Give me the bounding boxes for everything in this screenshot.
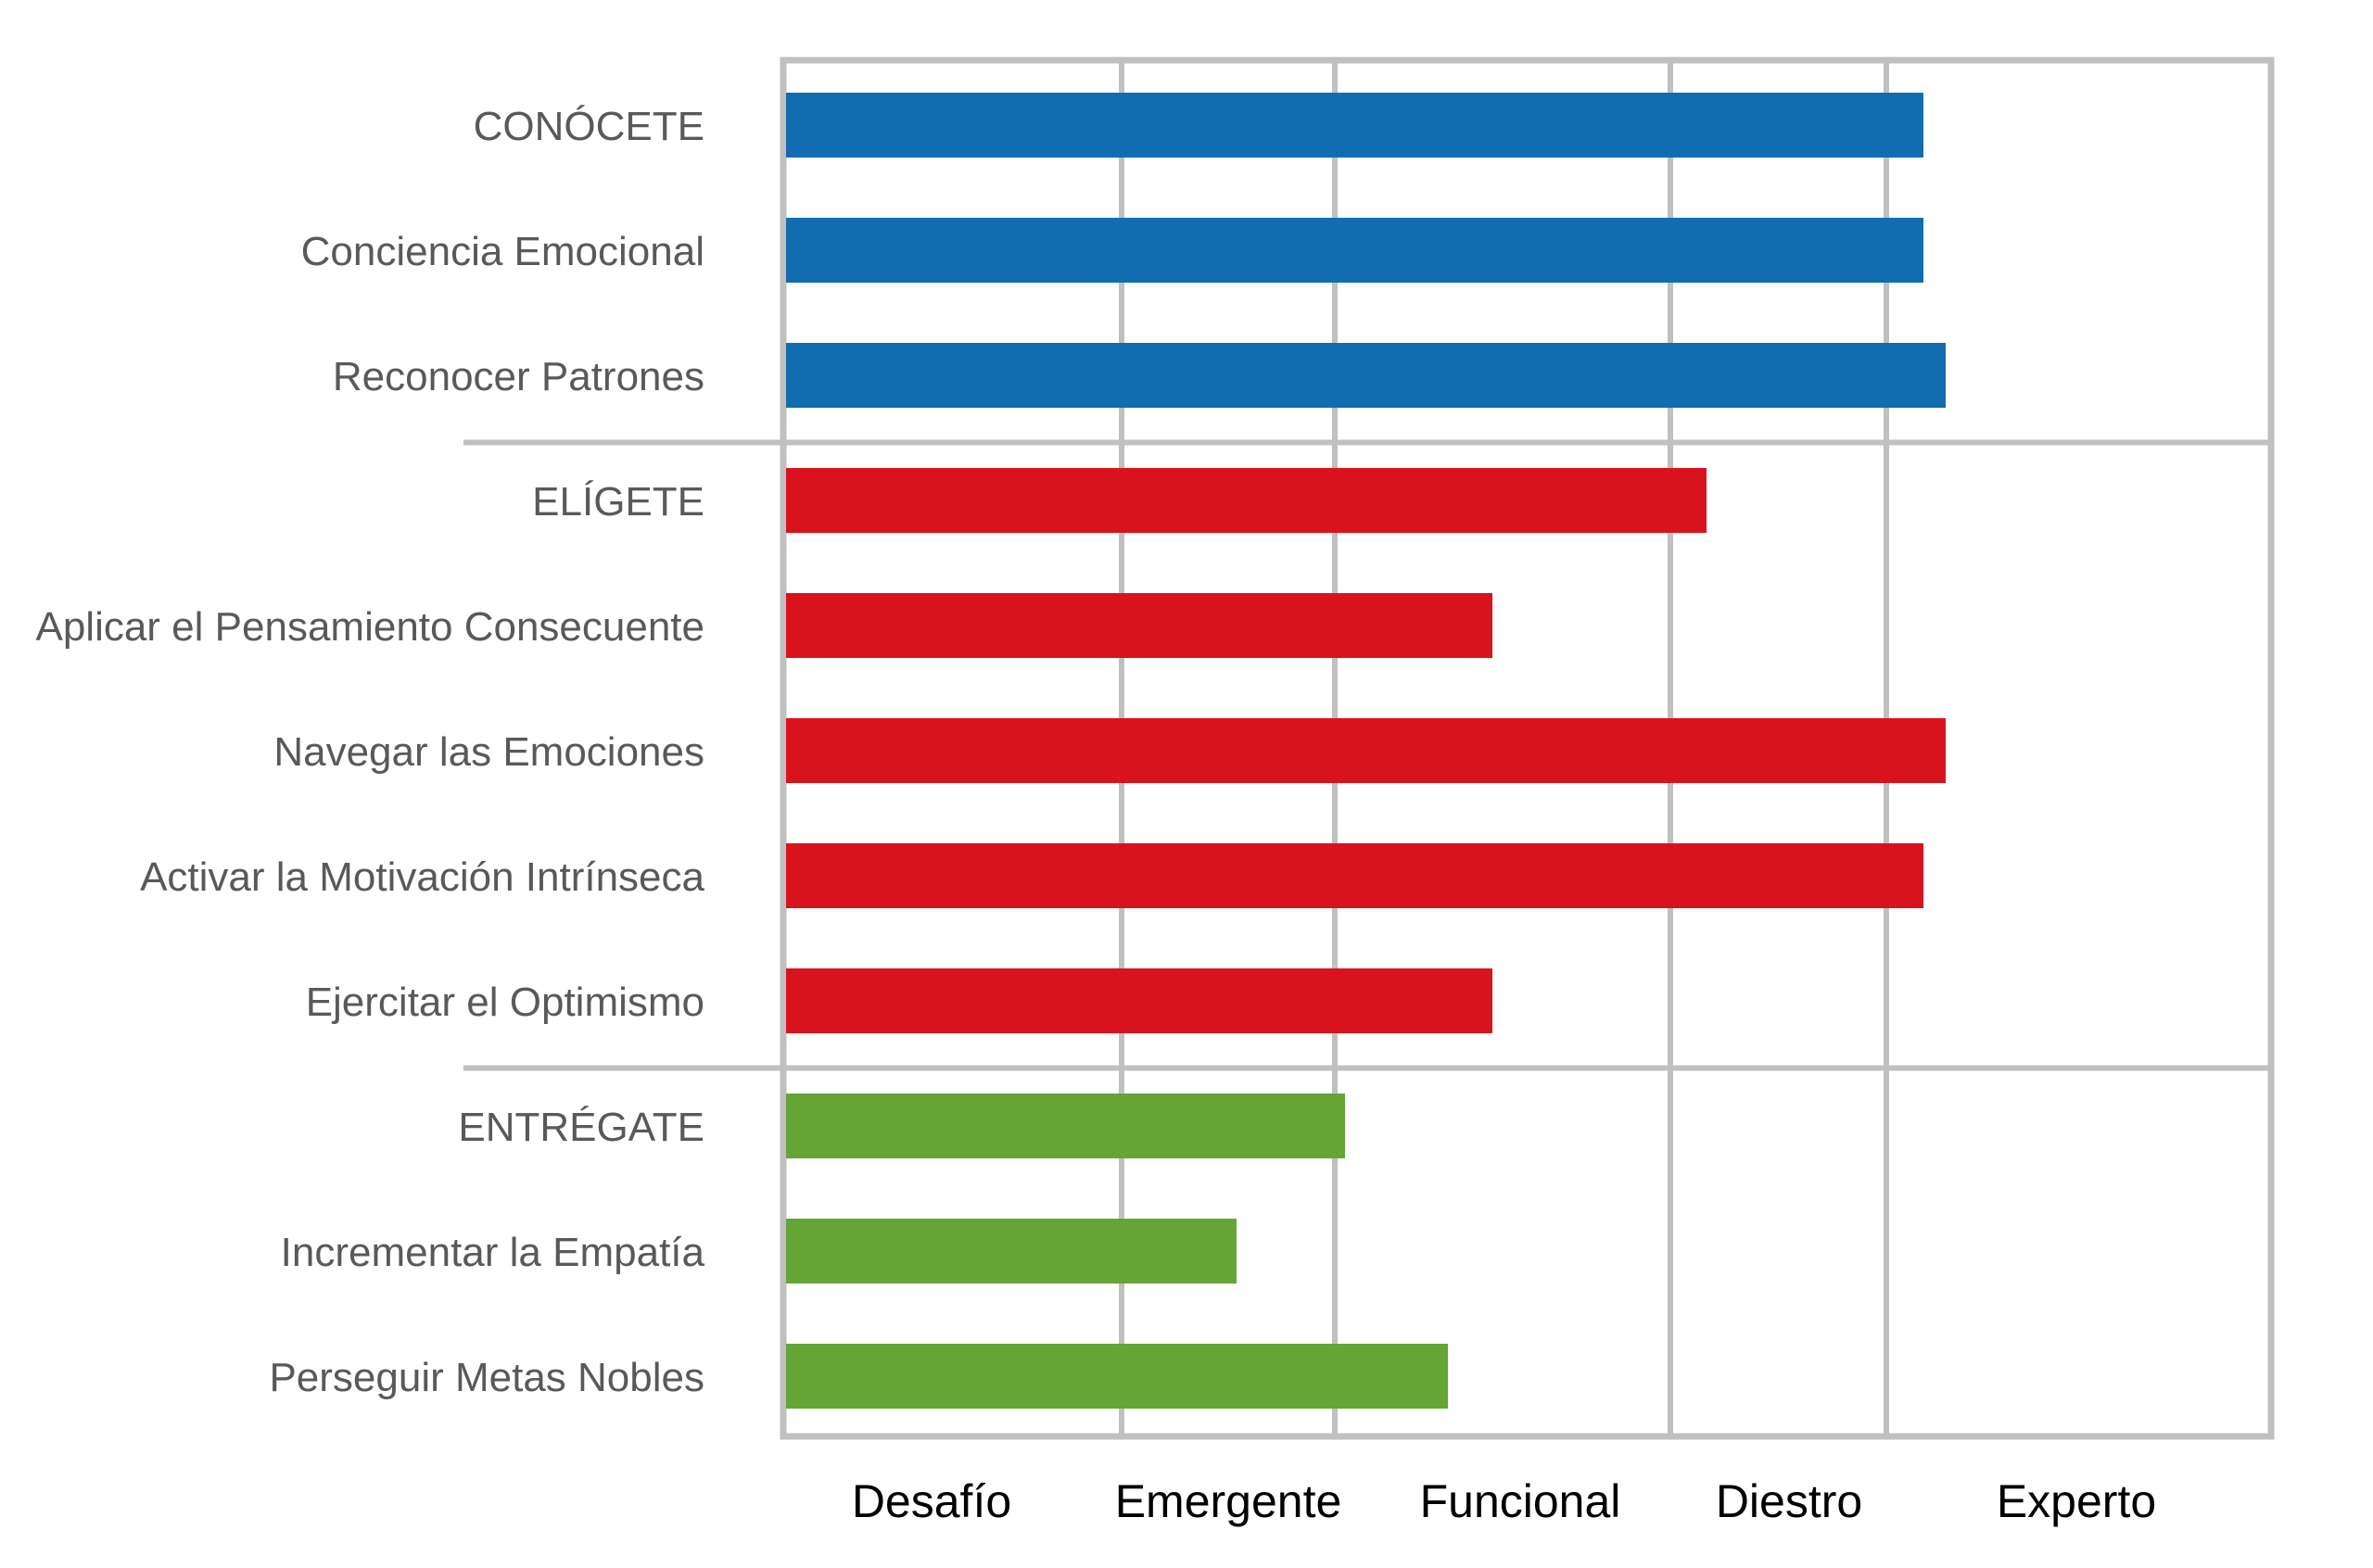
bar xyxy=(786,718,1946,783)
bar xyxy=(786,343,1946,408)
level-label: Diestro xyxy=(1716,1475,1862,1527)
level-label: Experto xyxy=(1997,1475,2156,1527)
bar xyxy=(786,468,1707,533)
category-label: Aplicar el Pensamiento Consecuente xyxy=(35,604,704,650)
level-label: Funcional xyxy=(1420,1475,1621,1527)
chart-grid xyxy=(463,57,2275,1440)
bar xyxy=(786,593,1492,658)
level-label: Emergente xyxy=(1115,1475,1342,1527)
category-label: Incrementar la Empatía xyxy=(281,1230,705,1275)
category-labels: CONÓCETE Conciencia Emocional Reconocer Pa… xyxy=(35,104,704,1400)
category-label: Conciencia Emocional xyxy=(301,229,704,274)
category-label: CONÓCETE xyxy=(474,104,704,149)
category-label: ENTRÉGATE xyxy=(458,1105,704,1150)
bar xyxy=(786,843,1923,908)
bar xyxy=(786,1344,1448,1409)
bar xyxy=(786,968,1492,1033)
category-label: Activar la Motivación Intrínseca xyxy=(140,854,704,900)
level-axis-labels: Desafío Emergente Funcional Diestro Experto xyxy=(852,1475,2156,1527)
category-label: ELÍGETE xyxy=(532,479,704,525)
category-label: Navegar las Emociones xyxy=(273,729,704,775)
bar xyxy=(786,1094,1345,1158)
plot-frame xyxy=(780,57,2275,1440)
category-label: Reconocer Patrones xyxy=(333,354,704,399)
category-label: Ejercitar el Optimismo xyxy=(306,980,704,1025)
bar xyxy=(786,93,1923,158)
bar xyxy=(786,1219,1237,1283)
level-label: Desafío xyxy=(852,1475,1011,1527)
chart-bars xyxy=(786,93,1946,1409)
category-label: Perseguir Metas Nobles xyxy=(269,1355,704,1400)
bar xyxy=(786,218,1923,283)
